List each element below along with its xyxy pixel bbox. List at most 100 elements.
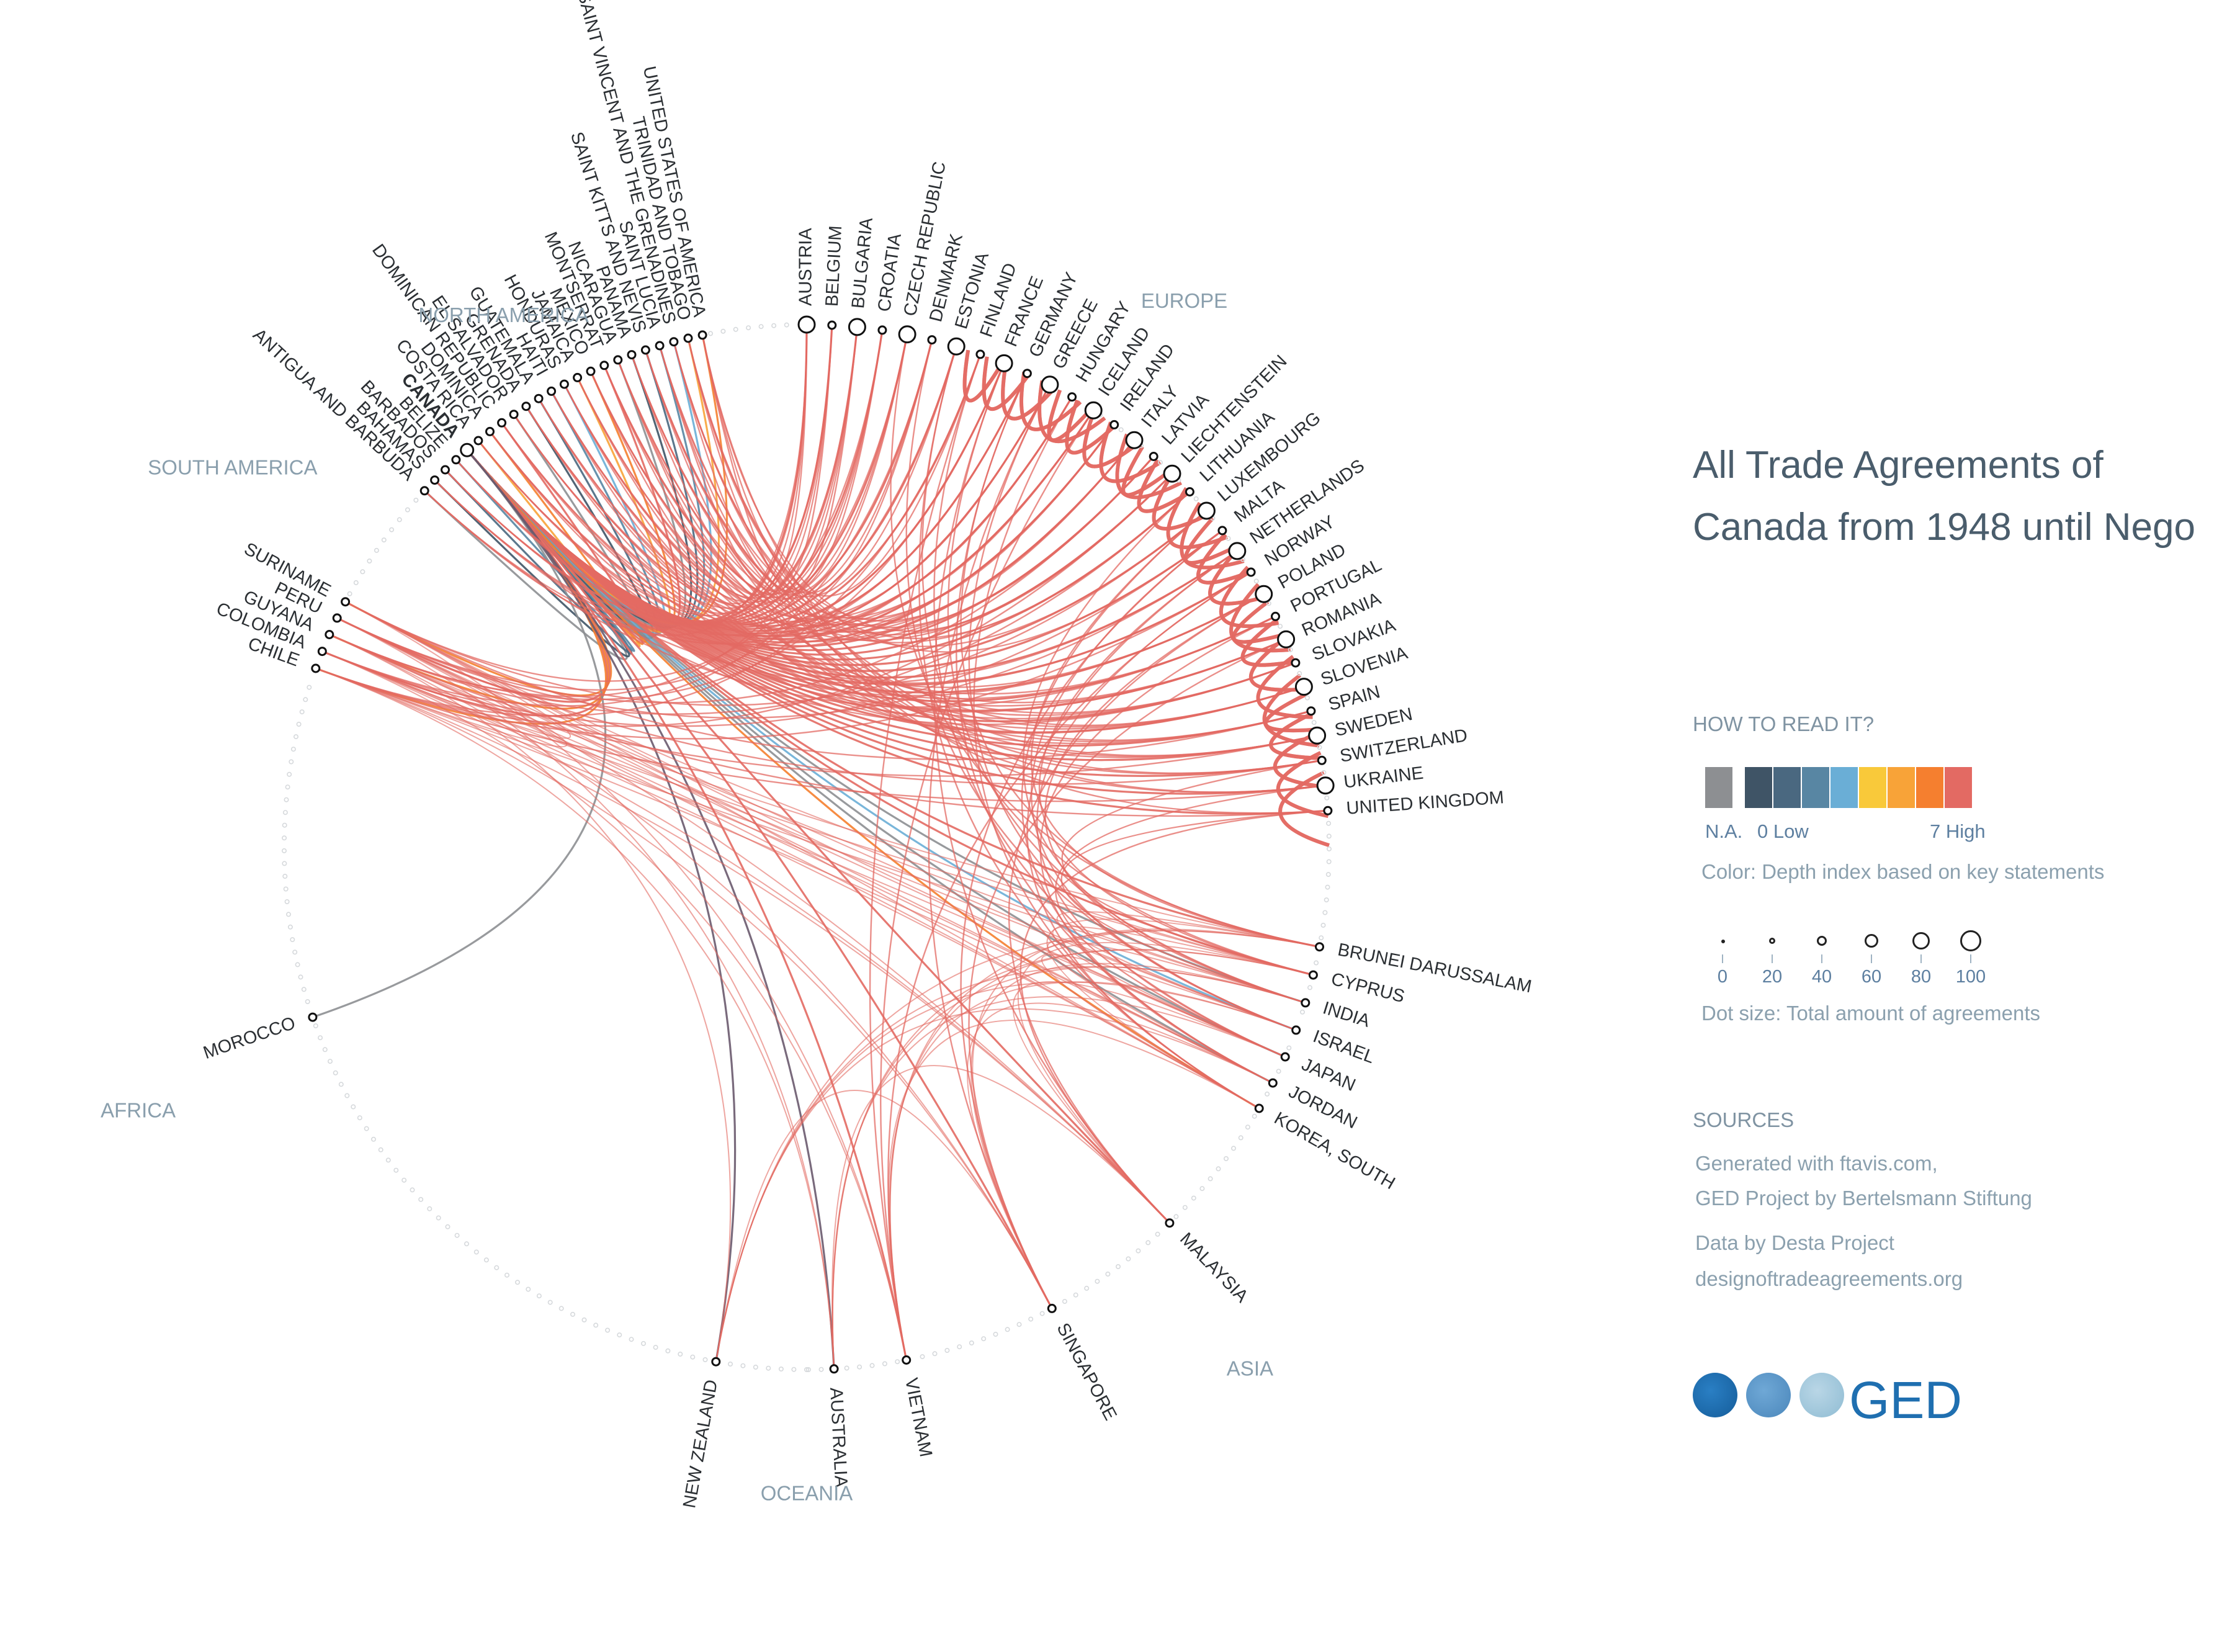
empty-slot-dot: [932, 1351, 938, 1357]
empty-slot-dot: [753, 1365, 758, 1370]
empty-slot-dot: [281, 848, 287, 853]
agreement-chord: [466, 449, 908, 1360]
intra-europe-chord: [1240, 618, 1296, 667]
agreement-chord: [315, 668, 1273, 1084]
empty-slot-dot: [413, 497, 419, 503]
empty-slot-dot: [305, 999, 310, 1005]
empty-slot-dot: [869, 1363, 875, 1368]
size-ring: [1769, 938, 1775, 944]
agreement-chord: [336, 617, 1306, 1003]
intra-europe-chord: [1166, 487, 1228, 550]
empty-slot-dot: [289, 759, 294, 765]
empty-slot-dot: [504, 1272, 509, 1278]
empty-slot-dot: [547, 1300, 553, 1305]
country-dot: [1254, 1103, 1264, 1113]
empty-slot-dot: [857, 1364, 863, 1370]
country-label: UNITED KINGDOM: [1346, 788, 1505, 819]
country-label: AUSTRALIA: [826, 1387, 851, 1488]
country-dot: [927, 335, 937, 345]
country-dot: [1165, 1218, 1175, 1228]
empty-slot-dot: [364, 1126, 369, 1131]
empty-slot-dot: [581, 1317, 587, 1322]
empty-slot-dot: [536, 1293, 542, 1299]
empty-slot-dot: [969, 1340, 974, 1346]
country-dot: [1294, 678, 1313, 696]
country-dot: [1316, 776, 1335, 795]
country-dot: [1067, 392, 1077, 402]
agreement-chord: [455, 325, 833, 626]
how-to-read-heading: HOW TO READ IT?: [1693, 712, 1875, 735]
intra-europe-chord: [1278, 771, 1330, 847]
intra-europe-chord: [982, 356, 1031, 411]
intra-europe-chord: [1121, 446, 1171, 497]
agreement-chord: [345, 601, 1314, 976]
globe-icon: [1799, 1373, 1844, 1417]
empty-slot-dot: [285, 784, 290, 790]
country-label: NEW ZEALAND: [679, 1378, 722, 1510]
empty-slot-dot: [284, 899, 290, 905]
depth-swatch: [1859, 767, 1886, 808]
agreement-chord: [701, 334, 982, 597]
country-label: INDIA: [1320, 998, 1373, 1031]
agreement-chord: [329, 634, 1297, 1031]
empty-slot-dot: [1155, 1231, 1160, 1237]
region-label: ASIA: [1227, 1357, 1273, 1380]
agreement-chord: [630, 354, 1296, 714]
agreement-chord: [673, 341, 1328, 814]
empty-slot-dot: [944, 1348, 950, 1353]
empty-slot-dot: [1325, 884, 1330, 890]
region-label: AFRICA: [101, 1098, 176, 1121]
agreement-chord: [928, 384, 1053, 1309]
size-tick-label: 20: [1762, 967, 1783, 987]
country-dot: [827, 320, 837, 330]
agreement-chord: [701, 334, 1326, 793]
empty-slot-dot: [367, 558, 372, 563]
empty-slot-dot: [1116, 1264, 1121, 1270]
intra-europe-chord: [1276, 751, 1329, 819]
empty-slot-dot: [322, 1047, 328, 1053]
country-label: BELGIUM: [822, 225, 846, 307]
low-label: 0 Low: [1757, 820, 1809, 842]
empty-slot-dot: [285, 912, 291, 917]
empty-slot-dot: [1320, 922, 1326, 928]
country-dot: [669, 337, 679, 347]
source-line-3: Data by Desta Project: [1695, 1231, 1894, 1254]
agreement-chords: [312, 324, 1329, 1369]
country-dot: [1277, 630, 1296, 649]
empty-slot-dot: [784, 322, 789, 328]
empty-slot-dot: [771, 323, 777, 328]
empty-slot-dot: [282, 822, 287, 828]
agreement-chord: [424, 490, 1276, 708]
empty-slot-dot: [385, 1157, 391, 1163]
globe-icon: [1693, 1373, 1737, 1417]
agreement-chord: [336, 617, 1170, 1224]
intra-europe-chord: [1196, 532, 1252, 585]
agreement-chord: [1055, 784, 1326, 1058]
country-dot: [683, 333, 693, 343]
agreement-chord: [315, 667, 1326, 802]
empty-slot-dot: [290, 747, 296, 752]
agreement-chord: [315, 668, 1053, 1309]
agreement-chord: [336, 617, 835, 1369]
depth-swatch: [1773, 767, 1801, 808]
intra-europe-chord: [1099, 421, 1162, 483]
intra-europe-chord: [1183, 517, 1236, 565]
empty-slot-dot: [1325, 872, 1331, 878]
country-label: BULGARIA: [848, 217, 877, 310]
country-dot: [1308, 970, 1318, 980]
country-dot: [332, 613, 342, 623]
region-label: EUROPE: [1141, 289, 1227, 312]
agreement-chord: [1056, 911, 1320, 1031]
country-dot: [430, 475, 440, 485]
empty-slot-dot: [318, 1035, 323, 1041]
country-dot: [829, 1364, 839, 1374]
country-dot: [1291, 658, 1301, 668]
agreement-chord: [329, 634, 732, 1362]
agreement-chord: [345, 601, 907, 1360]
empty-slot-dot: [351, 1104, 356, 1110]
agreement-chord: [336, 617, 1286, 1057]
empty-slot-dot: [1039, 1311, 1045, 1316]
empty-slot-dot: [1252, 1113, 1257, 1119]
agreement-chord: [617, 324, 808, 596]
country-label: CYPRUS: [1329, 969, 1407, 1007]
